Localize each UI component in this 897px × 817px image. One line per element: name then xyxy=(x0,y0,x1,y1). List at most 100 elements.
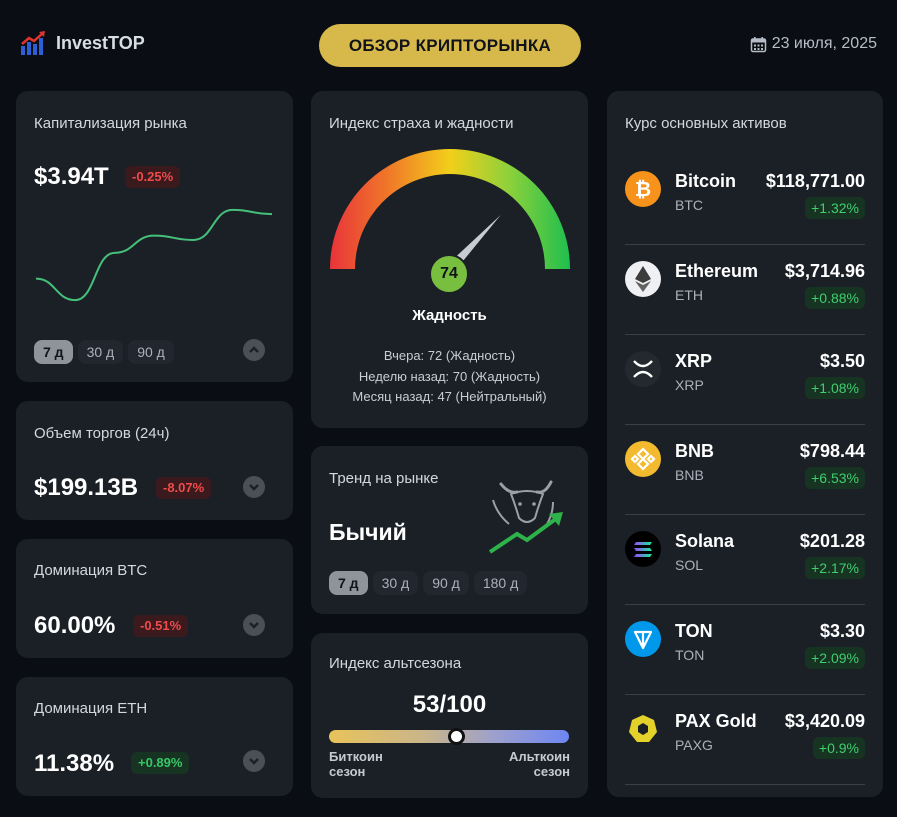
btc-dominance-title: Доминация BTC xyxy=(34,562,148,579)
market-cap-period-selector: 7 д 30 д 90 д xyxy=(34,340,174,364)
volume-title: Объем торгов (24ч) xyxy=(34,425,170,442)
ton-icon xyxy=(625,621,661,657)
period-30d-button[interactable]: 30 д xyxy=(372,571,419,595)
period-180d-button[interactable]: 180 д xyxy=(473,571,528,595)
asset-row-pax-gold[interactable]: PAX Gold PAXG $3,420.09 +0.9% xyxy=(607,695,883,785)
gauge-arc xyxy=(330,149,570,269)
period-90d-button[interactable]: 90 д xyxy=(128,340,174,364)
asset-price: $3.50 xyxy=(819,351,865,371)
altseason-value: 53/100 xyxy=(412,691,487,718)
asset-name: TON xyxy=(675,621,713,641)
altseason-title: Индекс альтсезона xyxy=(329,655,462,672)
period-90d-button[interactable]: 90 д xyxy=(423,571,469,595)
asset-row-bnb[interactable]: BNB BNB $798.44 +6.53% xyxy=(607,425,883,515)
asset-price: $798.44 xyxy=(799,441,865,461)
altseason-indicator xyxy=(447,728,465,745)
btc-dominance-change-badge: -0.51% xyxy=(133,615,189,637)
altcoin-season-label-line1: Альткоин xyxy=(509,749,570,764)
btc-dominance-card: Доминация BTC 60.00% -0.51% xyxy=(16,539,293,658)
asset-row-bitcoin[interactable]: ₿ Bitcoin BTC $118,771.00 +1.32% xyxy=(607,155,883,245)
eth-dominance-value: 11.38% xyxy=(34,750,115,777)
asset-name: Bitcoin xyxy=(675,171,736,191)
asset-row-solana[interactable]: Solana SOL $201.28 +2.17% xyxy=(607,515,883,605)
svg-text:₿: ₿ xyxy=(635,179,651,201)
asset-ticker: BTC xyxy=(675,197,703,213)
asset-change-badge: +0.88% xyxy=(805,287,865,309)
fear-greed-title: Индекс страха и жадности xyxy=(329,115,514,132)
asset-price: $3,420.09 xyxy=(784,711,865,731)
fear-greed-yesterday: Вчера: 72 (Жадность) xyxy=(383,348,516,363)
divider xyxy=(625,604,865,605)
fear-greed-label: Жадность xyxy=(412,307,487,324)
period-7d-button[interactable]: 7 д xyxy=(34,340,73,364)
calendar-icon xyxy=(750,36,766,52)
asset-ticker: XRP xyxy=(675,377,704,393)
asset-change-badge: +1.32% xyxy=(805,197,865,219)
divider xyxy=(625,514,865,515)
chevron-down-icon xyxy=(249,484,259,491)
asset-row-ton[interactable]: TON TON $3.30 +2.09% xyxy=(607,605,883,695)
period-7d-button[interactable]: 7 д xyxy=(329,571,368,595)
expand-button[interactable] xyxy=(243,476,265,498)
asset-name: XRP xyxy=(675,351,713,371)
market-cap-change-badge: -0.25% xyxy=(125,166,181,188)
brand-name: InvestTOP xyxy=(56,32,145,53)
brand-logo[interactable]: InvestTOP xyxy=(20,30,145,56)
eth-dominance-card: Доминация ETH 11.38% +0.89% xyxy=(16,677,293,796)
asset-price: $201.28 xyxy=(799,531,865,551)
asset-name: BNB xyxy=(675,441,714,461)
ethereum-icon xyxy=(625,261,661,297)
fear-greed-month-ago: Месяц назад: 47 (Нейтральный) xyxy=(352,389,547,404)
altcoin-season-label: Альткоин сезон xyxy=(509,749,570,779)
asset-row-ethereum[interactable]: Ethereum ETH $3,714.96 +0.88% xyxy=(607,245,883,335)
market-cap-line-chart xyxy=(35,208,273,302)
eth-dominance-change-badge: +0.89% xyxy=(131,752,190,774)
page-title: ОБЗОР КРИПТОРЫНКА xyxy=(319,24,581,67)
fear-greed-value-circle: 74 xyxy=(429,254,469,294)
btc-dominance-value: 60.00% xyxy=(34,612,116,639)
expand-button[interactable] xyxy=(243,614,265,636)
divider xyxy=(625,784,865,785)
bull-icon xyxy=(488,480,563,554)
assets-card: Курс основных активов ₿ Bitcoin BTC $118… xyxy=(607,91,883,797)
trend-card: Тренд на рынке Бычий 7 д 30 д 90 д 180 д xyxy=(311,446,588,614)
chevron-up-icon xyxy=(249,346,259,353)
asset-ticker: ETH xyxy=(675,287,703,303)
bitcoin-season-label: Биткоин сезон xyxy=(329,749,383,779)
asset-name: Solana xyxy=(675,531,735,551)
period-30d-button[interactable]: 30 д xyxy=(77,340,124,364)
eth-dominance-title: Доминация ETH xyxy=(34,700,148,717)
volume-value: $199.13B xyxy=(34,474,139,501)
market-cap-value: $3.94T xyxy=(34,163,109,190)
asset-row-xrp[interactable]: XRP XRP $3.50 +1.08% xyxy=(607,335,883,425)
bitcoin-season-label-line2: сезон xyxy=(329,764,366,779)
market-cap-card: Капитализация рынка $3.94T -0.25% 7 д 30… xyxy=(16,91,293,382)
asset-name: Ethereum xyxy=(675,261,759,281)
collapse-button[interactable] xyxy=(243,339,265,361)
date-display: 23 июля, 2025 xyxy=(750,35,877,53)
chevron-down-icon xyxy=(249,758,259,765)
asset-change-badge: +6.53% xyxy=(805,467,865,489)
solana-icon xyxy=(625,531,661,567)
altseason-card: Индекс альтсезона 53/100 Биткоин сезон А… xyxy=(311,633,588,798)
asset-ticker: TON xyxy=(675,647,705,663)
fear-greed-value: 74 xyxy=(440,265,458,282)
date-text: 23 июля, 2025 xyxy=(771,35,877,52)
bitcoin-icon: ₿ xyxy=(625,171,661,207)
divider xyxy=(625,334,865,335)
chart-logo-icon xyxy=(21,31,45,55)
asset-name: PAX Gold xyxy=(675,711,757,731)
volume-card: Объем торгов (24ч) $199.13B -8.07% xyxy=(16,401,293,520)
asset-price: $118,771.00 xyxy=(765,171,865,191)
asset-ticker: SOL xyxy=(675,557,704,573)
market-cap-series-line xyxy=(35,208,273,302)
asset-change-badge: +2.09% xyxy=(805,647,865,669)
trend-value: Бычий xyxy=(329,519,407,545)
fear-greed-week-ago: Неделю назад: 70 (Жадность) xyxy=(358,369,541,384)
chevron-down-icon xyxy=(249,622,259,629)
asset-change-badge: +2.17% xyxy=(805,557,865,579)
expand-button[interactable] xyxy=(243,750,265,772)
trend-period-selector: 7 д 30 д 90 д 180 д xyxy=(329,571,528,595)
volume-change-badge: -8.07% xyxy=(156,477,212,499)
divider xyxy=(625,244,865,245)
